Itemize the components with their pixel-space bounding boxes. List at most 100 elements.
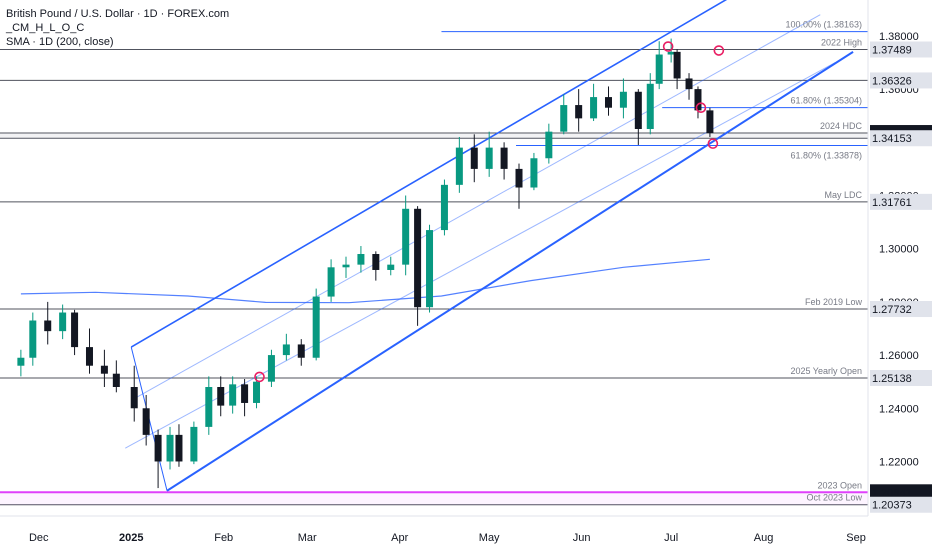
price-tag-label: 1.20841 <box>872 487 912 499</box>
candle-body <box>282 344 290 356</box>
candle-body <box>59 312 67 332</box>
candles-layer <box>17 38 714 489</box>
candle <box>694 86 702 119</box>
candle <box>560 94 568 135</box>
pivot-marker <box>713 45 725 56</box>
fib-label: 61.80% (1.33878) <box>790 151 862 161</box>
x-tick-label: Apr <box>391 532 408 544</box>
candle-body <box>604 97 612 108</box>
candle-body <box>619 91 627 108</box>
price-level-label: Oct 2023 Low <box>806 493 862 503</box>
candle-body <box>372 254 380 270</box>
candle <box>190 421 198 465</box>
candle-body <box>166 434 174 462</box>
candle <box>175 424 183 467</box>
candle-body <box>694 89 702 111</box>
price-level-label: 2022 High <box>821 37 862 47</box>
candle-body <box>655 54 663 84</box>
candle-body <box>229 384 237 406</box>
sma-layer <box>20 258 710 304</box>
candle-body <box>154 434 162 462</box>
markers-layer <box>254 41 725 383</box>
candle <box>440 179 448 236</box>
candle-body <box>426 230 434 308</box>
candle <box>619 78 627 119</box>
candle-body <box>667 51 675 55</box>
price-tag-bg <box>870 484 932 501</box>
price-tag-label: 1.20373 <box>872 500 912 512</box>
x-tick-label: Mar <box>298 532 317 544</box>
candle <box>655 41 663 90</box>
price-tag-label: 1.25138 <box>872 373 912 385</box>
candle-body <box>515 168 523 188</box>
candle-body <box>560 105 568 132</box>
candle-body <box>142 408 150 435</box>
candle <box>71 309 79 356</box>
candle <box>154 429 162 489</box>
pivot-marker <box>695 102 707 114</box>
sma-label: SMA · 1D (200, close) <box>6 36 114 48</box>
price-tag-bg <box>870 370 932 387</box>
fib-label: 100.00% (1.38163) <box>785 20 862 30</box>
time-axis-panel <box>0 516 932 550</box>
fib-label: 61.80% (1.35304) <box>790 96 862 106</box>
candle <box>706 107 714 137</box>
y-tick-label: 1.26000 <box>879 350 919 362</box>
pivot-marker <box>662 41 674 52</box>
price-tag-bg <box>870 41 932 58</box>
candle-body <box>575 105 583 119</box>
candle <box>100 349 108 387</box>
chart-title: British Pound / U.S. Dollar · 1D · FOREX… <box>6 8 229 20</box>
candle-body <box>205 387 213 427</box>
x-tick-label: Jul <box>664 532 678 544</box>
candle <box>59 304 67 340</box>
candle <box>166 426 174 470</box>
pivot-marker <box>254 371 265 383</box>
candle-body <box>175 434 183 462</box>
candle-body <box>241 384 249 403</box>
candle <box>205 376 213 435</box>
candle <box>414 206 422 326</box>
candle-body <box>44 320 52 332</box>
channel-upper-line <box>130 0 728 348</box>
candle <box>267 349 275 387</box>
price-tag-bg <box>870 130 932 147</box>
candle <box>29 312 37 366</box>
candle-body <box>590 97 598 119</box>
candle <box>685 73 693 100</box>
candle <box>253 376 261 409</box>
candle <box>229 376 237 414</box>
candle <box>297 339 305 366</box>
x-tick-label: May <box>479 532 500 544</box>
candle <box>515 163 523 209</box>
y-tick-label: 1.22000 <box>879 456 919 468</box>
candle <box>673 49 681 90</box>
x-tick-label: Dec <box>29 532 49 544</box>
price-tag-bg <box>870 193 932 210</box>
candle-body <box>85 347 93 366</box>
candle <box>17 349 25 377</box>
price-tag-label: 1.27732 <box>872 304 912 316</box>
candle <box>604 86 612 116</box>
price-tag-bg <box>870 496 932 513</box>
candle-body <box>402 208 410 265</box>
candle-body <box>217 387 225 406</box>
candle-body <box>253 381 261 403</box>
candle-body <box>685 78 693 90</box>
candle <box>426 224 434 313</box>
candle <box>485 131 493 177</box>
annotations-layer: 2022 High 2024 HDC May LDC Feb 2019 Low 2025… <box>785 20 862 503</box>
price-level-label: May LDC <box>824 190 862 200</box>
price-level-label: 2025 Yearly Open <box>790 366 862 376</box>
candle <box>142 394 150 446</box>
price-level-lines <box>0 31 868 506</box>
channel-lines <box>125 0 854 492</box>
candle-body <box>29 320 37 358</box>
candle-body <box>414 208 422 308</box>
candle-body <box>327 267 335 297</box>
channel-inner-line <box>125 62 836 449</box>
candle <box>44 301 52 345</box>
support-zone <box>0 133 868 139</box>
